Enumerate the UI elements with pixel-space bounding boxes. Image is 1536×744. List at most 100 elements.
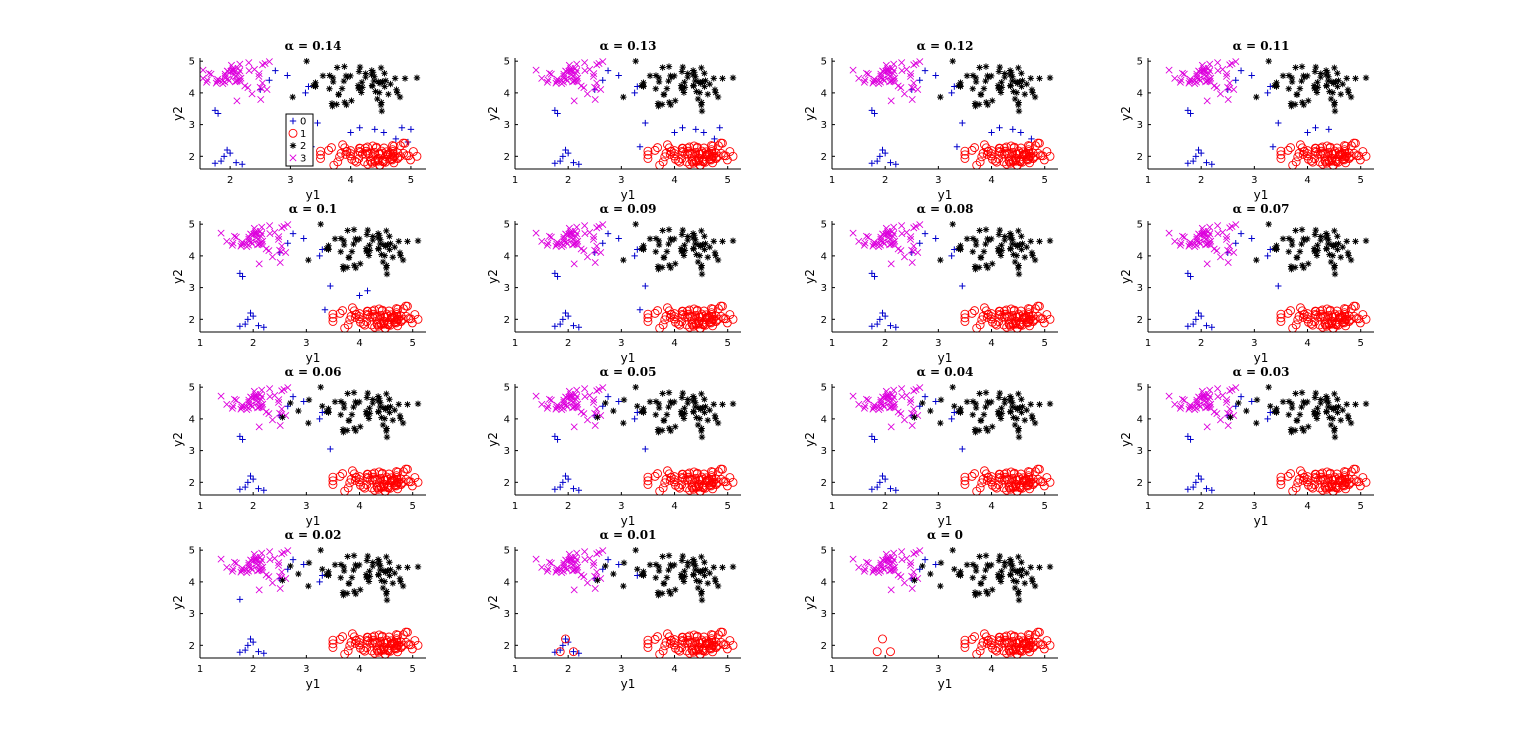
- data-point-3: [1177, 76, 1185, 84]
- data-point-1: [1286, 469, 1295, 479]
- data-point-0: [868, 107, 876, 114]
- data-point-3: [877, 237, 885, 245]
- data-point-0: [371, 126, 378, 133]
- data-point-2: [1292, 390, 1299, 397]
- data-point-2: [1298, 403, 1305, 411]
- data-point-2: [1331, 227, 1338, 235]
- data-point-2: [638, 408, 645, 415]
- data-point-0: [238, 161, 246, 168]
- data-point-2: [1324, 395, 1331, 402]
- data-point-2: [681, 568, 688, 575]
- data-point-1: [328, 309, 338, 319]
- data-point-2: [414, 563, 422, 571]
- data-point-2: [363, 411, 370, 418]
- data-point-1: [960, 476, 970, 486]
- data-point-2: [310, 82, 317, 89]
- data-point-2: [977, 416, 985, 424]
- data-point-2: [1329, 415, 1336, 422]
- data-point-2: [1285, 398, 1293, 405]
- data-point-3: [898, 393, 906, 401]
- data-point-3: [255, 403, 263, 411]
- data-point-1: [1039, 481, 1049, 491]
- data-point-2: [1011, 584, 1019, 592]
- data-point-0: [1192, 153, 1200, 160]
- data-point-2: [681, 79, 688, 86]
- data-point-2: [701, 233, 708, 240]
- data-point-0: [951, 246, 958, 253]
- data-point-2: [957, 572, 964, 579]
- data-point-3: [862, 232, 870, 240]
- data-point-2: [1023, 406, 1030, 414]
- data-point-3: [258, 549, 266, 557]
- data-point-0: [871, 273, 878, 280]
- data-point-2: [1001, 399, 1008, 407]
- data-point-2: [711, 412, 719, 419]
- data-point-2: [368, 71, 375, 78]
- data-point-1: [398, 477, 408, 487]
- data-point-3: [880, 77, 888, 85]
- data-point-2: [698, 64, 705, 72]
- y-tick-label: 2: [504, 641, 510, 652]
- data-point-2: [399, 256, 407, 264]
- data-point-3: [265, 58, 273, 66]
- data-point-3: [573, 549, 581, 557]
- data-point-0: [1184, 160, 1192, 167]
- data-point-3: [1185, 242, 1193, 250]
- x-axis-label: y1: [1254, 514, 1269, 528]
- data-point-2: [691, 403, 699, 411]
- data-point-3: [199, 66, 207, 74]
- data-point-1: [658, 483, 668, 493]
- data-point-3: [271, 391, 279, 399]
- data-point-3: [1224, 421, 1232, 429]
- data-point-1: [1276, 146, 1286, 156]
- data-point-2: [984, 264, 991, 272]
- data-point-2: [305, 256, 312, 264]
- data-point-3: [230, 232, 238, 240]
- data-point-3: [869, 405, 877, 413]
- data-point-2: [681, 84, 689, 91]
- data-point-2: [376, 232, 383, 239]
- x-tick-label: 2: [882, 501, 888, 512]
- data-point-2: [975, 101, 983, 108]
- data-point-2: [355, 85, 362, 92]
- data-point-1: [382, 635, 392, 645]
- panel-title: α = 0.13: [600, 39, 657, 53]
- data-point-2: [363, 248, 370, 255]
- data-point-0: [692, 126, 699, 133]
- data-point-1: [680, 475, 690, 485]
- data-point-2: [652, 248, 659, 255]
- data-point-3: [1165, 229, 1173, 237]
- data-point-2: [337, 398, 345, 405]
- y-tick-label: 2: [189, 315, 195, 326]
- data-point-3: [1178, 232, 1186, 240]
- data-point-3: [862, 558, 870, 566]
- data-point-2: [1317, 73, 1324, 81]
- data-point-2: [348, 97, 355, 104]
- data-point-0: [1232, 240, 1239, 247]
- data-point-1: [680, 149, 690, 159]
- y-tick-label: 5: [821, 220, 827, 231]
- data-point-3: [217, 555, 225, 563]
- data-point-1: [379, 644, 389, 654]
- data-point-3: [1203, 403, 1211, 411]
- data-point-1: [1310, 154, 1320, 164]
- data-point-3: [1230, 85, 1238, 94]
- data-point-1: [333, 157, 343, 167]
- data-point-2: [594, 577, 601, 584]
- data-point-2: [998, 568, 1005, 575]
- data-point-2: [350, 389, 358, 396]
- data-point-2: [391, 569, 398, 577]
- data-point-3: [589, 398, 598, 406]
- legend-marker-2: [289, 142, 297, 149]
- data-point-2: [1339, 243, 1346, 251]
- data-point-1: [393, 314, 403, 324]
- y-tick-label: 2: [1137, 315, 1143, 326]
- y-tick-label: 4: [821, 251, 827, 262]
- data-point-2: [1008, 403, 1016, 411]
- data-point-3: [581, 222, 589, 230]
- data-point-2: [379, 421, 387, 429]
- data-point-2: [690, 571, 697, 578]
- data-point-2: [381, 252, 388, 259]
- data-point-3: [1178, 395, 1186, 403]
- x-tick-label: 2: [1198, 501, 1204, 512]
